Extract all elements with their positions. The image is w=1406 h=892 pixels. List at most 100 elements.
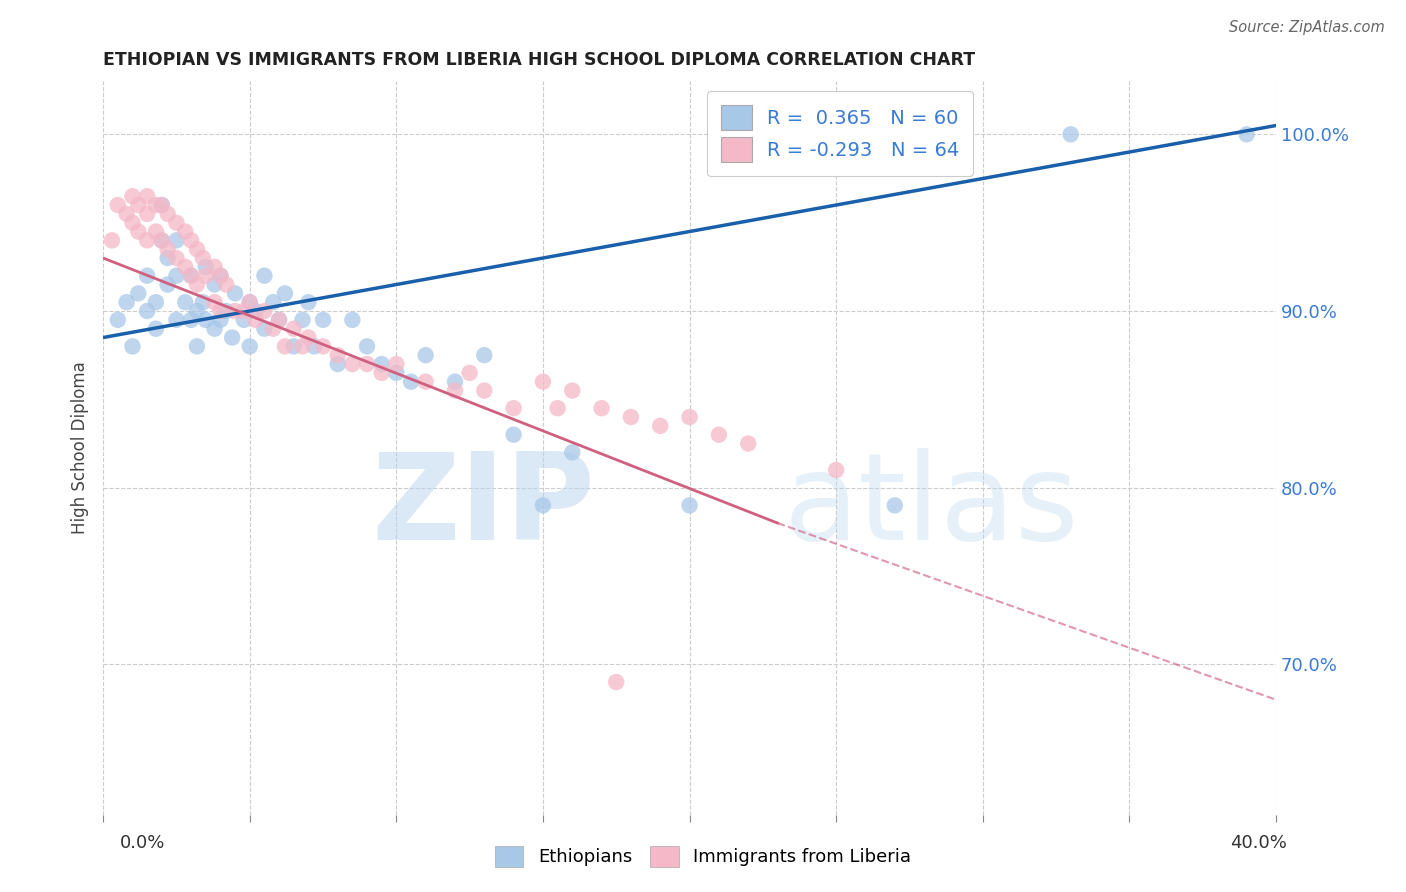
Point (678, 410, 700, 425)
Point (415, 375, 437, 389)
Y-axis label: High School Diploma: High School Diploma (72, 361, 89, 534)
Point (472, 348, 495, 362)
Point (531, 499, 554, 513)
Point (444, 375, 467, 389)
Point (121, 189, 143, 203)
Text: ZIP: ZIP (373, 448, 596, 566)
Point (253, 321, 276, 335)
Point (291, 313, 314, 327)
Legend: R =  0.365   N = 60, R = -0.293   N = 64: R = 0.365 N = 60, R = -0.293 N = 64 (707, 91, 973, 176)
Point (204, 321, 226, 335)
Point (136, 207, 159, 221)
Point (605, 675, 627, 690)
Point (274, 339, 297, 353)
Point (232, 313, 254, 327)
Point (825, 463, 848, 477)
Point (245, 313, 267, 327)
Point (204, 260, 226, 274)
Point (312, 339, 335, 353)
Point (707, 427, 730, 442)
Point (127, 198, 149, 212)
Point (678, 499, 700, 513)
Point (245, 304, 267, 318)
Point (145, 295, 167, 310)
Point (136, 304, 159, 318)
Point (620, 410, 643, 425)
Point (107, 198, 129, 212)
Point (262, 321, 284, 335)
Point (209, 304, 232, 318)
Point (342, 357, 364, 371)
Point (1236, 128, 1258, 142)
Point (107, 313, 129, 327)
Point (174, 225, 197, 239)
Point (186, 242, 208, 256)
Point (253, 304, 276, 318)
Point (399, 375, 422, 389)
Point (561, 384, 583, 398)
Point (224, 304, 246, 318)
Point (342, 313, 364, 327)
Point (180, 268, 202, 283)
Point (1060, 128, 1083, 142)
Point (180, 268, 202, 283)
Point (262, 295, 284, 310)
Point (561, 445, 583, 459)
Point (326, 348, 349, 362)
Point (283, 339, 305, 353)
Point (312, 313, 335, 327)
Point (136, 268, 159, 283)
Point (458, 366, 481, 380)
Point (224, 286, 246, 301)
Point (165, 216, 187, 230)
Point (156, 277, 179, 292)
Point (186, 277, 208, 292)
Point (215, 304, 238, 318)
Point (291, 339, 314, 353)
Point (121, 339, 143, 353)
Point (385, 357, 408, 371)
Point (136, 233, 159, 247)
Point (326, 357, 349, 371)
Point (215, 277, 238, 292)
Point (165, 313, 187, 327)
Point (283, 321, 305, 335)
Point (472, 384, 495, 398)
Point (156, 207, 179, 221)
Point (174, 295, 197, 310)
Point (165, 268, 187, 283)
Point (186, 304, 208, 318)
Point (415, 348, 437, 362)
Point (883, 499, 905, 513)
Point (221, 330, 243, 344)
Point (101, 233, 124, 247)
Point (239, 339, 262, 353)
Point (150, 198, 173, 212)
Point (302, 339, 325, 353)
Point (121, 216, 143, 230)
Point (297, 295, 319, 310)
Point (531, 375, 554, 389)
Point (253, 268, 276, 283)
Point (274, 286, 297, 301)
Point (156, 251, 179, 265)
Point (737, 436, 759, 450)
Point (127, 286, 149, 301)
Point (370, 366, 392, 380)
Point (191, 251, 214, 265)
Point (502, 401, 524, 416)
Text: ETHIOPIAN VS IMMIGRANTS FROM LIBERIA HIGH SCHOOL DIPLOMA CORRELATION CHART: ETHIOPIAN VS IMMIGRANTS FROM LIBERIA HIG… (103, 51, 976, 69)
Point (145, 198, 167, 212)
Point (356, 339, 378, 353)
Point (186, 339, 208, 353)
Point (444, 384, 467, 398)
Point (502, 427, 524, 442)
Point (239, 295, 262, 310)
Point (156, 242, 179, 256)
Point (150, 233, 173, 247)
Legend: Ethiopians, Immigrants from Liberia: Ethiopians, Immigrants from Liberia (488, 838, 918, 874)
Point (136, 189, 159, 203)
Point (204, 295, 226, 310)
Point (165, 251, 187, 265)
Point (356, 357, 378, 371)
